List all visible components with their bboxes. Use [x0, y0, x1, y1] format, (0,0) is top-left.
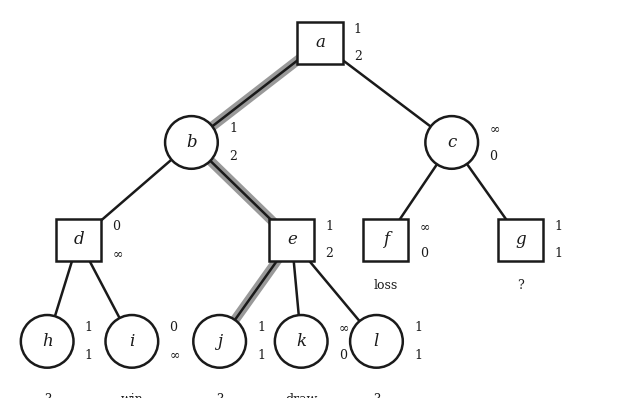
- FancyBboxPatch shape: [364, 219, 408, 261]
- Ellipse shape: [165, 116, 218, 169]
- FancyBboxPatch shape: [269, 219, 314, 261]
- Text: win: win: [120, 393, 143, 398]
- Text: ?: ?: [373, 393, 380, 398]
- Text: 1: 1: [85, 321, 93, 334]
- Text: f: f: [383, 232, 389, 248]
- Text: l: l: [374, 333, 379, 350]
- Ellipse shape: [193, 315, 246, 368]
- Text: 0: 0: [113, 220, 120, 233]
- Text: 0: 0: [420, 247, 428, 260]
- FancyBboxPatch shape: [298, 21, 342, 64]
- Text: ∞: ∞: [170, 349, 180, 361]
- Text: 1: 1: [555, 220, 563, 233]
- Text: a: a: [315, 35, 325, 51]
- Text: 2: 2: [229, 150, 237, 163]
- Text: e: e: [287, 232, 297, 248]
- Text: 1: 1: [257, 321, 266, 334]
- Text: h: h: [42, 333, 52, 350]
- Text: ∞: ∞: [113, 247, 123, 260]
- Text: b: b: [186, 134, 196, 151]
- Text: i: i: [129, 333, 134, 350]
- Text: d: d: [73, 232, 84, 248]
- Text: 1: 1: [326, 220, 333, 233]
- FancyBboxPatch shape: [498, 219, 543, 261]
- Text: loss: loss: [374, 279, 398, 292]
- Ellipse shape: [21, 315, 74, 368]
- Text: k: k: [296, 333, 307, 350]
- Text: 2: 2: [354, 50, 362, 63]
- Text: ∞: ∞: [339, 321, 349, 334]
- Ellipse shape: [275, 315, 328, 368]
- Text: ?: ?: [517, 279, 524, 292]
- Text: 1: 1: [354, 23, 362, 36]
- Text: 1: 1: [257, 349, 266, 361]
- Text: 0: 0: [170, 321, 177, 334]
- Text: 1: 1: [555, 247, 563, 260]
- Ellipse shape: [350, 315, 403, 368]
- Text: 0: 0: [490, 150, 497, 163]
- Text: ∞: ∞: [420, 220, 430, 233]
- Text: 1: 1: [414, 349, 422, 361]
- Text: 1: 1: [85, 349, 93, 361]
- FancyBboxPatch shape: [56, 219, 101, 261]
- Ellipse shape: [106, 315, 158, 368]
- Text: draw: draw: [285, 393, 317, 398]
- Text: c: c: [447, 134, 456, 151]
- Text: ?: ?: [44, 393, 51, 398]
- Text: g: g: [515, 232, 526, 248]
- Text: 1: 1: [229, 122, 237, 135]
- Text: 0: 0: [339, 349, 347, 361]
- Text: j: j: [217, 333, 222, 350]
- Text: ∞: ∞: [490, 122, 500, 135]
- Text: 1: 1: [414, 321, 422, 334]
- Text: ?: ?: [216, 393, 223, 398]
- Ellipse shape: [426, 116, 478, 169]
- Text: 2: 2: [326, 247, 333, 260]
